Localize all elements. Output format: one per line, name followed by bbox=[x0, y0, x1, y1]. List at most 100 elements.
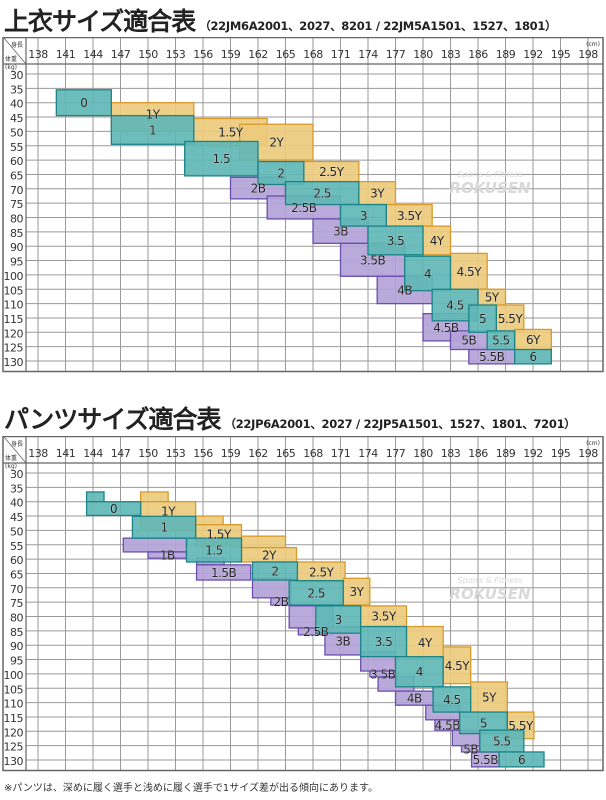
y-tick-label: 70 bbox=[10, 583, 23, 596]
tops-chart-title: 上衣サイズ適合表 （22JM6A2001、2027、8201 / 22JM5A15… bbox=[4, 2, 557, 38]
y-tick-label: 75 bbox=[10, 198, 23, 211]
size-region-block bbox=[284, 180, 360, 206]
y-tick-label: 30 bbox=[10, 468, 23, 481]
pants-title: パンツサイズ適合表 bbox=[4, 405, 222, 434]
y-tick-label: 110 bbox=[4, 299, 24, 312]
x-tick-label: 162 bbox=[248, 48, 268, 61]
x-tick-label: 177 bbox=[386, 447, 406, 460]
y-tick-label: 115 bbox=[4, 712, 24, 725]
size-region-0 bbox=[55, 89, 112, 117]
size-label: 5B bbox=[463, 742, 478, 756]
size-label: 4 bbox=[416, 665, 423, 679]
x-tick-label: 147 bbox=[111, 447, 131, 460]
x-unit-label: (cm) bbox=[586, 41, 600, 48]
y-tick-label: 130 bbox=[4, 356, 24, 369]
y-tick-label: 105 bbox=[4, 284, 24, 297]
size-label: 2 bbox=[277, 167, 284, 181]
size-region-block bbox=[195, 515, 224, 526]
size-label: 2 bbox=[271, 565, 278, 579]
x-tick-label: 186 bbox=[468, 447, 488, 460]
size-region-2-5 bbox=[284, 180, 360, 206]
size-label: 4Y bbox=[430, 234, 445, 248]
tops-title: 上衣サイズ適合表 bbox=[4, 7, 196, 36]
size-region-block bbox=[288, 579, 344, 606]
pants-size-chart: 138 141 144 147 150 153 156 159 162 165 168 171 174 1… bbox=[2, 436, 604, 772]
size-label: 4Y bbox=[418, 636, 433, 650]
size-label: 2.5 bbox=[307, 586, 325, 600]
watermark-line1: Sports & Fitness bbox=[457, 170, 522, 179]
y-tick-label: 80 bbox=[10, 612, 23, 625]
y-tick-label: 40 bbox=[10, 497, 23, 510]
watermark-line1: Sports & Fitness bbox=[457, 576, 522, 585]
x-tick-label: 156 bbox=[193, 48, 213, 61]
size-region-block bbox=[85, 501, 142, 517]
size-label: 4.5B bbox=[433, 321, 459, 335]
x-tick-label: 153 bbox=[166, 447, 186, 460]
y-tick-label: 125 bbox=[4, 741, 24, 754]
size-label: 3Y bbox=[370, 187, 385, 201]
x-tick-label: 186 bbox=[468, 48, 488, 61]
size-label: 2.5Y bbox=[309, 566, 335, 580]
y-tick-label: 65 bbox=[10, 169, 23, 182]
size-label: 2Y bbox=[269, 136, 284, 150]
size-label: 3.5 bbox=[387, 234, 405, 248]
size-region-1B bbox=[122, 537, 188, 559]
x-tick-label: 189 bbox=[496, 48, 516, 61]
size-label: 5 bbox=[479, 312, 486, 326]
y-tick-label: 125 bbox=[4, 342, 24, 355]
size-label: 2.5Y bbox=[319, 165, 345, 179]
x-tick-label: 171 bbox=[331, 447, 351, 460]
size-label: 3 bbox=[360, 209, 367, 223]
y-tick-label: 55 bbox=[10, 141, 23, 154]
size-label: 3B bbox=[335, 634, 350, 648]
size-label: 1B bbox=[160, 549, 175, 563]
size-label: 3 bbox=[335, 613, 342, 627]
x-tick-label: 156 bbox=[193, 447, 213, 460]
y-tick-label: 45 bbox=[10, 511, 23, 524]
size-region-block bbox=[140, 491, 169, 503]
size-label: 1.5 bbox=[205, 544, 223, 558]
size-region-block bbox=[432, 686, 472, 713]
x-tick-label: 189 bbox=[496, 447, 516, 460]
x-tick-label: 192 bbox=[523, 48, 543, 61]
y-tick-label: 95 bbox=[10, 256, 23, 269]
size-region-2 bbox=[257, 160, 305, 186]
size-region-block bbox=[195, 564, 252, 581]
corner-diagonal bbox=[3, 37, 27, 65]
y-tick-label: 110 bbox=[4, 698, 24, 711]
size-label: 5.5B bbox=[479, 350, 505, 364]
x-tick-label: 168 bbox=[303, 48, 323, 61]
y-tick-label: 100 bbox=[4, 270, 24, 283]
y-tick-label: 60 bbox=[10, 155, 23, 168]
size-label: 3Y bbox=[350, 585, 365, 599]
y-tick-label: 45 bbox=[10, 112, 23, 125]
x-tick-label: 165 bbox=[276, 48, 296, 61]
size-label: 2B bbox=[251, 182, 266, 196]
size-label: 5B bbox=[461, 334, 476, 348]
size-region-block bbox=[514, 348, 552, 365]
size-region-block bbox=[315, 605, 362, 634]
size-region-3 bbox=[339, 203, 387, 227]
size-label: 2.5B bbox=[291, 201, 317, 215]
y-tick-label: 65 bbox=[10, 568, 23, 581]
size-region-2-5 bbox=[288, 579, 344, 606]
size-label: 5.5Y bbox=[508, 719, 534, 733]
x-tick-label: 144 bbox=[83, 447, 103, 460]
size-region-6 bbox=[498, 751, 545, 768]
size-region-0 bbox=[85, 491, 142, 517]
size-region-block bbox=[110, 114, 195, 145]
size-label: 1 bbox=[160, 521, 167, 535]
size-label: 1.5Y bbox=[206, 528, 232, 542]
size-region-block bbox=[185, 537, 243, 563]
size-region-4-5 bbox=[432, 686, 472, 713]
watermark-logo: ROKUSEN bbox=[449, 585, 531, 603]
size-label: 2Y bbox=[262, 548, 277, 562]
x-tick-label: 192 bbox=[523, 447, 543, 460]
y-unit-label: (kg) bbox=[5, 64, 17, 71]
y-tick-label: 60 bbox=[10, 554, 23, 567]
tops-subtitle: （22JM6A2001、2027、8201 / 22JM5A1501、1527、… bbox=[199, 19, 557, 33]
x-tick-label: 150 bbox=[138, 48, 158, 61]
y-tick-label: 85 bbox=[10, 626, 23, 639]
size-label: 3.5 bbox=[375, 635, 393, 649]
size-region-5 bbox=[468, 304, 497, 333]
